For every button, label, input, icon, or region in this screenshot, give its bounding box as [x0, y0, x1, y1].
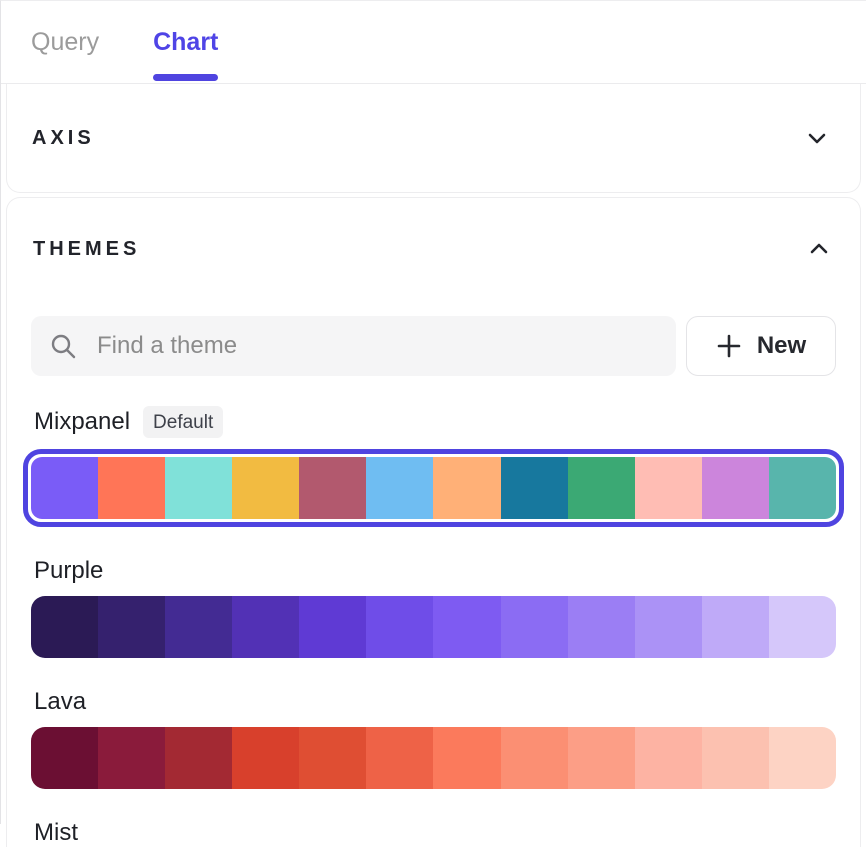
tab-chart-label: Chart	[153, 27, 219, 56]
theme-color-swatch	[567, 596, 635, 658]
theme-label-row: Purple	[34, 557, 836, 585]
tab-query-label: Query	[31, 27, 100, 56]
theme-color-swatch	[701, 457, 769, 519]
theme-color-swatch	[31, 596, 99, 658]
themes-collapse-button[interactable]	[802, 232, 836, 266]
theme-swatch-row[interactable]	[31, 457, 836, 519]
theme-color-swatch	[768, 596, 836, 658]
theme-color-swatch	[634, 727, 702, 789]
theme-color-swatch	[232, 596, 300, 658]
theme-color-swatch	[768, 727, 836, 789]
theme-search-row: New	[31, 316, 836, 376]
theme-color-swatch	[701, 596, 769, 658]
theme-color-swatch	[567, 457, 635, 519]
theme-selection-ring	[31, 596, 836, 658]
theme-color-swatch	[634, 457, 702, 519]
themes-section: THEMES New	[6, 197, 861, 847]
axis-section-title: AXIS	[32, 126, 95, 149]
theme-color-swatch	[165, 727, 233, 789]
theme-color-swatch	[98, 457, 166, 519]
themes-section-header[interactable]: THEMES	[31, 232, 836, 266]
theme-item: Purple	[31, 557, 836, 658]
theme-default-badge: Default	[143, 406, 224, 438]
chevron-up-icon	[807, 237, 831, 261]
theme-selection-ring	[23, 449, 844, 527]
tab-bar: Query Chart	[1, 1, 866, 84]
theme-list: Mixpanel Default Purple Lava Mist	[23, 406, 844, 847]
theme-swatch-row[interactable]	[31, 596, 836, 658]
theme-color-swatch	[299, 727, 367, 789]
theme-color-swatch	[232, 727, 300, 789]
theme-search-box[interactable]	[31, 316, 676, 376]
theme-color-swatch	[98, 596, 166, 658]
theme-search-input[interactable]	[97, 332, 659, 360]
theme-color-swatch	[299, 596, 367, 658]
theme-color-swatch	[433, 457, 501, 519]
axis-expand-button[interactable]	[800, 121, 834, 155]
plus-icon	[716, 333, 742, 359]
theme-swatch-row[interactable]	[31, 727, 836, 789]
theme-color-swatch	[500, 596, 568, 658]
new-theme-button[interactable]: New	[686, 316, 836, 376]
theme-label-row: Lava	[34, 688, 836, 716]
theme-color-swatch	[31, 457, 99, 519]
theme-color-swatch	[366, 457, 434, 519]
theme-color-swatch	[31, 727, 99, 789]
theme-color-swatch	[366, 596, 434, 658]
theme-name: Mist	[34, 819, 78, 846]
theme-color-swatch	[299, 457, 367, 519]
theme-color-swatch	[165, 457, 233, 519]
theme-color-swatch	[232, 457, 300, 519]
axis-section[interactable]: AXIS	[6, 84, 861, 193]
search-icon	[48, 331, 78, 361]
theme-color-swatch	[98, 727, 166, 789]
active-tab-underline	[153, 74, 219, 81]
themes-section-title: THEMES	[33, 237, 141, 260]
theme-color-swatch	[701, 727, 769, 789]
theme-color-swatch	[165, 596, 233, 658]
tab-query[interactable]: Query	[31, 1, 99, 83]
theme-color-swatch	[433, 596, 501, 658]
theme-item: Mixpanel Default	[23, 406, 844, 527]
tab-chart[interactable]: Chart	[153, 1, 219, 83]
theme-label-row: Mixpanel Default	[34, 406, 836, 438]
theme-color-swatch	[500, 727, 568, 789]
theme-color-swatch	[366, 727, 434, 789]
chevron-down-icon	[805, 126, 829, 150]
theme-name: Mixpanel	[34, 408, 131, 435]
theme-color-swatch	[567, 727, 635, 789]
theme-color-swatch	[768, 457, 836, 519]
theme-color-swatch	[500, 457, 568, 519]
theme-name: Lava	[34, 688, 87, 715]
new-theme-button-label: New	[756, 332, 807, 359]
theme-item: Lava	[31, 688, 836, 789]
theme-item: Mist	[31, 819, 836, 847]
theme-label-row: Mist	[34, 819, 836, 847]
theme-selection-ring	[31, 727, 836, 789]
theme-name: Purple	[34, 557, 104, 584]
theme-color-swatch	[634, 596, 702, 658]
theme-color-swatch	[433, 727, 501, 789]
